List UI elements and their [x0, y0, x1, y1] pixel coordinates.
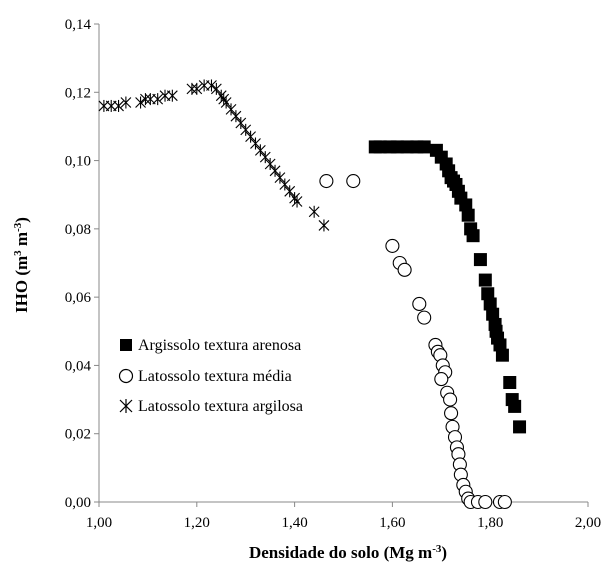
data-point [444, 406, 459, 421]
data-point [225, 103, 237, 116]
data-point [230, 110, 242, 123]
data-point [385, 238, 400, 253]
data-point [245, 130, 256, 143]
data-point [291, 195, 303, 208]
y-tick-label: 0,02 [65, 427, 91, 443]
data-point [279, 178, 291, 191]
data-point [390, 140, 404, 154]
data-point [346, 174, 361, 189]
y-tick-label: 0,14 [65, 17, 92, 33]
data-point [274, 171, 286, 184]
data-point [481, 287, 495, 301]
y-tick-label: 0,12 [65, 85, 91, 101]
data-point [495, 348, 509, 362]
data-point [443, 392, 458, 407]
data-point [397, 262, 412, 277]
data-point [503, 376, 517, 389]
x-tick-label: 1,60 [379, 515, 405, 531]
data-point [308, 205, 320, 218]
data-point [220, 96, 232, 109]
data-point [191, 82, 203, 95]
x-tick-label: 1,40 [281, 515, 307, 531]
y-tick-label: 0,04 [65, 358, 92, 374]
y-tick-label: 0,06 [65, 290, 92, 306]
data-point [513, 420, 527, 434]
data-point [206, 79, 217, 92]
data-point [215, 89, 227, 102]
data-point [461, 208, 475, 222]
data-point [400, 140, 414, 154]
data-point [235, 117, 247, 130]
data-point [120, 96, 132, 109]
data-point [264, 157, 276, 170]
data-point [166, 89, 178, 102]
data-point [289, 192, 300, 205]
data-point [250, 137, 261, 150]
data-point [473, 253, 487, 267]
legend-marker-latossolo-argilosa [119, 399, 133, 413]
data-point [218, 93, 230, 106]
data-point [493, 338, 507, 352]
series-3 [98, 79, 330, 232]
y-axis-title: IHO (m3 m-3) [12, 217, 31, 313]
data-point [412, 296, 427, 312]
y-tick-label: 0,08 [65, 222, 91, 238]
series-1 [368, 140, 527, 434]
series-2 [319, 174, 512, 510]
data-point [434, 372, 449, 387]
data-point [240, 123, 252, 136]
data-point [508, 399, 522, 413]
data-point [459, 198, 473, 212]
data-point [113, 99, 124, 112]
data-point [318, 219, 330, 232]
y-tick-label: 0,00 [65, 495, 91, 511]
data-point [417, 140, 431, 154]
data-point [319, 174, 334, 189]
legend-label-latossolo-media: Latossolo textura média [138, 368, 292, 385]
axis-ticks: 0,00 0,02 0,04 0,06 0,08 0,10 0,12 0,14 1,00 1,20… [65, 17, 601, 531]
data-point [210, 82, 222, 95]
data-point [478, 273, 492, 287]
data-point [269, 164, 281, 177]
data-point [186, 82, 198, 95]
data-point [284, 185, 296, 198]
data-point [478, 494, 493, 510]
data-point [259, 151, 271, 164]
x-tick-label: 2,00 [575, 515, 601, 531]
data-point [254, 144, 266, 157]
data-point [486, 307, 500, 321]
legend-marker-argissolo [120, 339, 132, 351]
x-axis-title: Densidade do solo (Mg m-3) [249, 543, 447, 562]
data-point [152, 93, 164, 106]
data-points [98, 79, 527, 510]
y-tick-label: 0,10 [65, 154, 91, 170]
data-point [497, 494, 512, 510]
legend: Argissolo textura arenosa Latossolo text… [118, 337, 303, 415]
x-tick-label: 1,20 [184, 515, 210, 531]
data-point [417, 310, 432, 325]
legend-marker-latossolo-media [118, 368, 134, 384]
data-point [373, 140, 387, 154]
data-point [483, 297, 497, 311]
legend-label-latossolo-argilosa: Latossolo textura argilosa [138, 398, 303, 415]
data-point [140, 93, 151, 106]
x-tick-label: 1,80 [477, 515, 503, 531]
legend-label-argissolo: Argissolo textura arenosa [138, 337, 301, 354]
data-point [135, 96, 146, 109]
x-tick-label: 1,00 [86, 515, 112, 531]
data-point [466, 229, 480, 243]
